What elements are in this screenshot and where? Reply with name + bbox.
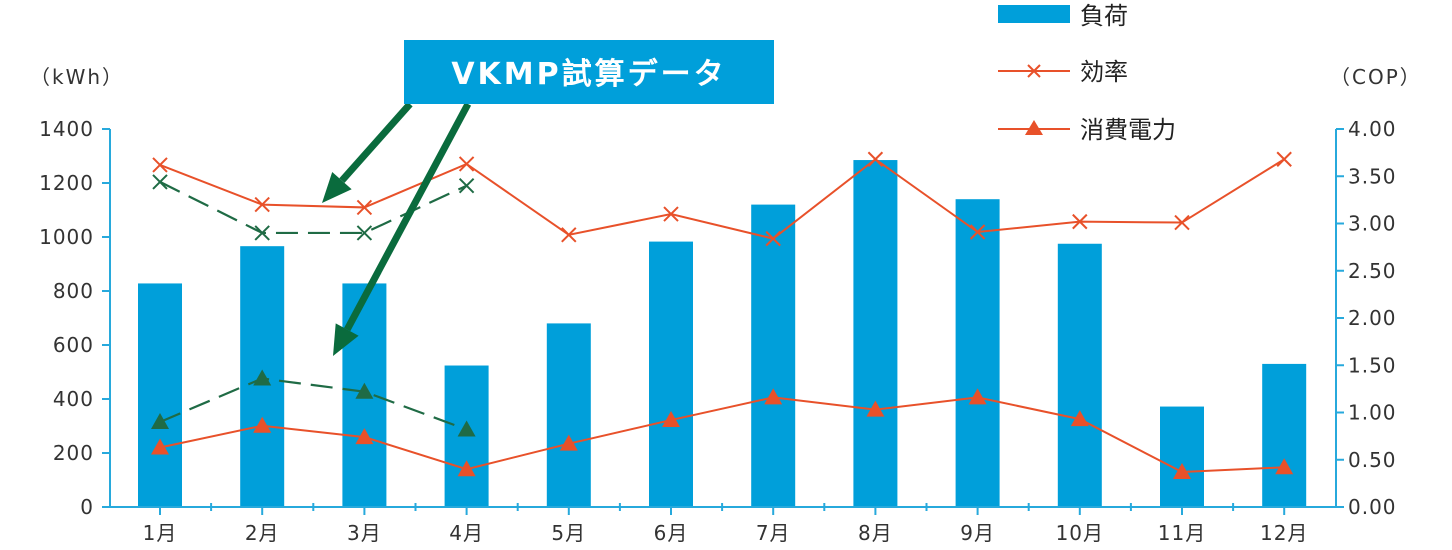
bar-10 [1057,243,1102,507]
power-point [662,411,680,428]
left-axis-tick-label: 400 [53,387,94,411]
arrow-to-power-head [333,323,359,356]
power-point [764,388,783,405]
left-axis-tick-label: 600 [53,333,94,357]
bar-1 [138,283,182,507]
left-axis-tick-label: 800 [53,279,94,303]
efficiency-point [561,227,577,243]
x-axis-tick-label: 1月 [143,521,178,545]
legend-marker-efficiency [1027,64,1041,78]
x-axis-tick-label: 3月 [347,521,382,545]
efficiency-line [159,157,1285,240]
legend: 負荷 効率 消費電力 [998,2,1176,144]
power-point [559,434,578,451]
efficiency-point [1174,214,1190,231]
right-axis-tick-label: 1.50 [1348,353,1397,377]
x-axis-tick-label: 7月 [756,521,791,545]
bar-6 [649,241,693,507]
callout-arrows [322,101,472,356]
efficiency-point [1072,213,1088,230]
vkmp-power-point [151,412,169,429]
power-point [253,416,272,433]
efficiency-point [254,196,270,213]
vkmp-power-point [355,382,374,399]
power-point [355,428,374,445]
power-point [866,400,885,417]
bar-7 [751,204,796,507]
bar-5 [546,323,591,507]
bar-series-load [138,160,1307,508]
vkmp-efficiency-point [356,225,373,241]
efficiency-point [356,199,373,216]
right-axis-tick-label: 0.50 [1348,448,1397,472]
right-axis-tick-label: 2.00 [1348,306,1397,330]
power-point [1173,463,1191,480]
left-axis-tick-label: 200 [53,441,94,465]
legend-label-power: 消費電力 [1080,116,1176,144]
power-point [151,438,169,455]
efficiency-point [969,224,986,240]
x-axis-tick-label: 2月 [245,521,280,545]
legend-label-efficiency: 効率 [1080,58,1128,86]
callout-background [404,40,774,104]
axes: 0 200 400 600 800 1000 1200 1400 0.00 0.50 1.00 1.5… [39,117,1397,545]
x-axis-tick-label: 10月 [1056,521,1104,545]
bar-8 [853,160,898,508]
efficiency-point [765,230,781,247]
legend-swatch-load [998,5,1070,23]
vkmp-efficiency-point [254,225,270,241]
legend-label-load: 負荷 [1080,2,1128,30]
arrow-to-efficiency-head [322,171,352,203]
power-point [457,460,476,477]
efficiency-point [1276,151,1292,167]
vkmp-power-point [457,420,476,437]
vkmp-efficiency-point [152,174,168,190]
left-axis-tick-label: 1400 [39,117,94,141]
efficiency-point [152,157,168,173]
callout-box: VKMP試算データ [404,40,774,104]
power-point [1275,458,1294,475]
x-axis-tick-label: 12月 [1260,521,1308,545]
x-axis-tick-label: 6月 [654,521,689,545]
left-axis-tick-label: 1000 [39,225,94,249]
x-axis-tick-label: 9月 [960,521,995,545]
power-line [159,396,1285,474]
power-point [1070,410,1089,427]
x-axis-tick-label: 4月 [449,521,484,545]
line-series [151,151,1294,480]
legend-marker-power [1025,120,1043,135]
left-axis-tick-label: 0 [80,495,94,519]
right-axis-tick-label: 0.00 [1348,495,1397,519]
power-point [968,388,987,405]
right-axis-tick-label: 4.00 [1348,117,1397,141]
arrow-to-efficiency-shaft [339,101,413,183]
right-axis-tick-label: 2.50 [1348,259,1397,283]
efficiency-point [867,151,884,167]
vkmp-efficiency-point [458,177,475,194]
x-axis-tick-label: 8月 [858,521,893,545]
right-axis-tick-label: 3.50 [1348,164,1397,188]
bar-11 [1160,406,1204,507]
bar-9 [955,199,1000,507]
arrow-to-power-shaft [344,102,472,332]
vkmp-power-line [159,377,467,431]
x-axis-tick-label: 11月 [1158,521,1206,545]
left-axis-tick-label: 1200 [39,171,94,195]
right-axis-unit: （COP） [1330,65,1422,89]
left-axis-unit: （kWh） [30,65,124,89]
efficiency-point [663,206,679,222]
callout-label: VKMP試算データ [451,57,726,92]
bar-12 [1262,363,1307,507]
right-axis-tick-label: 1.00 [1348,401,1397,425]
efficiency-point [458,156,475,172]
vkmp-power-point [253,369,272,386]
right-axis-tick-label: 3.00 [1348,212,1397,236]
x-axis-tick-label: 5月 [551,521,586,545]
